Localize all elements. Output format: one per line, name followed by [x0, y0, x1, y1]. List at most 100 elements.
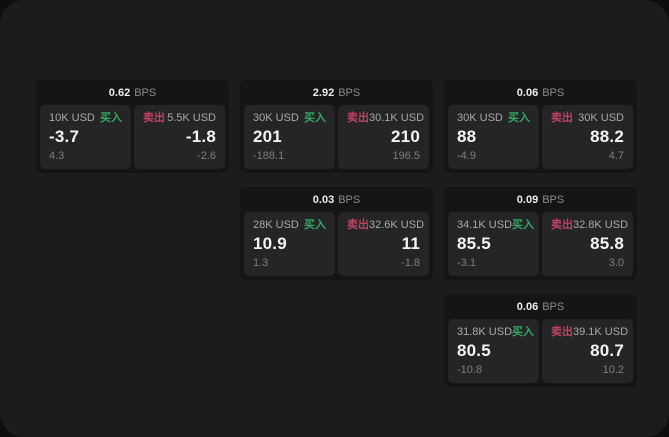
- quote-card-body: 10K USD 买入 -3.7 4.3 卖出 5.5K USD -1.8 -2.…: [36, 105, 229, 173]
- spread-value: 0.06: [516, 300, 539, 313]
- quote-card-body: 34.1K USD 买入 85.5 -3.1 卖出 32.8K USD 85.8…: [444, 212, 637, 280]
- buy-notional: 30K USD: [457, 112, 503, 124]
- buy-notional: 30K USD: [253, 112, 299, 124]
- spread-value: 0.62: [108, 86, 131, 99]
- buy-side-label: 买入: [512, 326, 535, 338]
- sell-delta: 3.0: [608, 257, 624, 269]
- quote-card-body: 30K USD 买入 201 -188.1 卖出 30.1K USD 210 1…: [240, 105, 433, 173]
- buy-delta: -3.1: [457, 257, 476, 269]
- sell-delta: 10.2: [602, 364, 624, 376]
- buy-delta: 4.3: [49, 150, 65, 162]
- sell-price: 85.8: [590, 234, 624, 253]
- sell-notional: 32.8K USD: [573, 219, 629, 231]
- buy-panel-top: 30K USD 买入: [457, 112, 530, 125]
- buy-notional: 10K USD: [49, 112, 95, 124]
- quote-card-body: 31.8K USD 买入 80.5 -10.8 卖出 39.1K USD 80.…: [444, 319, 637, 387]
- buy-delta: -4.9: [457, 150, 476, 162]
- buy-panel[interactable]: 28K USD 买入 10.9 1.3: [244, 212, 335, 276]
- buy-panel[interactable]: 30K USD 买入 88 -4.9: [448, 105, 539, 169]
- buy-price: 80.5: [457, 341, 491, 360]
- sell-panel-top: 卖出 39.1K USD: [551, 326, 628, 339]
- buy-panel-top: 10K USD 买入: [49, 112, 122, 125]
- sell-price: 88.2: [590, 127, 624, 146]
- sell-panel-top: 卖出 32.6K USD: [347, 219, 424, 232]
- quote-card: 0.62 BPS 10K USD 买入 -3.7 4.3 卖出 5.5K USD…: [36, 80, 229, 173]
- buy-panel[interactable]: 31.8K USD 买入 80.5 -10.8: [448, 319, 539, 383]
- sell-panel[interactable]: 卖出 39.1K USD 80.7 10.2: [542, 319, 633, 383]
- buy-price: 88: [457, 127, 477, 146]
- spread-value: 0.06: [516, 86, 539, 99]
- buy-price: 85.5: [457, 234, 491, 253]
- sell-side-label: 卖出: [551, 219, 573, 231]
- spread-header: 0.06 BPS: [444, 80, 637, 105]
- quote-card: 0.09 BPS 34.1K USD 买入 85.5 -3.1 卖出 32.8K…: [444, 187, 637, 280]
- buy-panel[interactable]: 30K USD 买入 201 -188.1: [244, 105, 335, 169]
- sell-delta: -1.8: [401, 257, 420, 269]
- sell-notional: 5.5K USD: [167, 112, 216, 124]
- sell-notional: 32.6K USD: [369, 219, 425, 231]
- buy-panel[interactable]: 10K USD 买入 -3.7 4.3: [40, 105, 131, 169]
- spread-header: 0.03 BPS: [240, 187, 433, 212]
- quote-card-body: 30K USD 买入 88 -4.9 卖出 30K USD 88.2 4.7: [444, 105, 637, 173]
- buy-delta: -10.8: [457, 364, 483, 376]
- spread-header: 0.62 BPS: [36, 80, 229, 105]
- buy-panel[interactable]: 34.1K USD 买入 85.5 -3.1: [448, 212, 539, 276]
- sell-panel[interactable]: 卖出 32.6K USD 11 -1.8: [338, 212, 429, 276]
- sell-panel-top: 卖出 30K USD: [551, 112, 624, 125]
- buy-price: -3.7: [49, 127, 80, 146]
- buy-side-label: 买入: [304, 219, 326, 231]
- quote-card: 0.06 BPS 30K USD 买入 88 -4.9 卖出 30K USD 8…: [444, 80, 637, 173]
- sell-notional: 39.1K USD: [573, 326, 629, 338]
- buy-price: 201: [253, 127, 282, 146]
- buy-delta: 1.3: [253, 257, 269, 269]
- buy-side-label: 买入: [512, 219, 535, 231]
- spread-header: 0.06 BPS: [444, 294, 637, 319]
- sell-price: 11: [401, 234, 420, 253]
- spread-unit-label: BPS: [542, 193, 565, 206]
- spread-unit-label: BPS: [542, 300, 565, 313]
- buy-panel-top: 28K USD 买入: [253, 219, 326, 232]
- sell-delta: 196.5: [392, 150, 420, 162]
- sell-side-label: 卖出: [143, 112, 165, 124]
- sell-panel-top: 卖出 30.1K USD: [347, 112, 424, 125]
- sell-side-label: 卖出: [347, 219, 369, 231]
- sell-notional: 30.1K USD: [369, 112, 425, 124]
- sell-panel[interactable]: 卖出 30K USD 88.2 4.7: [542, 105, 633, 169]
- sell-notional: 30K USD: [578, 112, 624, 124]
- buy-panel-top: 34.1K USD 买入: [457, 219, 534, 232]
- buy-delta: -188.1: [253, 150, 285, 162]
- sell-panel[interactable]: 卖出 5.5K USD -1.8 -2.6: [134, 105, 225, 169]
- spread-header: 2.92 BPS: [240, 80, 433, 105]
- buy-notional: 34.1K USD: [457, 219, 513, 231]
- sell-panel[interactable]: 卖出 32.8K USD 85.8 3.0: [542, 212, 633, 276]
- sell-delta: -2.6: [197, 150, 216, 162]
- quote-cards-grid: 0.62 BPS 10K USD 买入 -3.7 4.3 卖出 5.5K USD…: [36, 80, 637, 387]
- spread-unit-label: BPS: [542, 86, 565, 99]
- quote-card: 0.06 BPS 31.8K USD 买入 80.5 -10.8 卖出 39.1…: [444, 294, 637, 387]
- sell-side-label: 卖出: [347, 112, 369, 124]
- sell-price: -1.8: [185, 127, 216, 146]
- buy-notional: 31.8K USD: [457, 326, 513, 338]
- spread-value: 2.92: [312, 86, 335, 99]
- sell-side-label: 卖出: [551, 112, 573, 124]
- sell-side-label: 卖出: [551, 326, 573, 338]
- sell-panel[interactable]: 卖出 30.1K USD 210 196.5: [338, 105, 429, 169]
- sell-delta: 4.7: [608, 150, 624, 162]
- spread-unit-label: BPS: [134, 86, 157, 99]
- buy-side-label: 买入: [304, 112, 326, 124]
- buy-panel-top: 31.8K USD 买入: [457, 326, 534, 339]
- spread-value: 0.09: [516, 193, 539, 206]
- buy-price: 10.9: [253, 234, 287, 253]
- buy-side-label: 买入: [508, 112, 530, 124]
- sell-price: 80.7: [590, 341, 624, 360]
- buy-side-label: 买入: [100, 112, 122, 124]
- sell-price: 210: [391, 127, 420, 146]
- buy-panel-top: 30K USD 买入: [253, 112, 326, 125]
- spread-unit-label: BPS: [338, 193, 361, 206]
- spread-value: 0.03: [312, 193, 335, 206]
- quote-card: 0.03 BPS 28K USD 买入 10.9 1.3 卖出 32.6K US…: [240, 187, 433, 280]
- quote-card-body: 28K USD 买入 10.9 1.3 卖出 32.6K USD 11 -1.8: [240, 212, 433, 280]
- buy-notional: 28K USD: [253, 219, 299, 231]
- sell-panel-top: 卖出 5.5K USD: [143, 112, 216, 125]
